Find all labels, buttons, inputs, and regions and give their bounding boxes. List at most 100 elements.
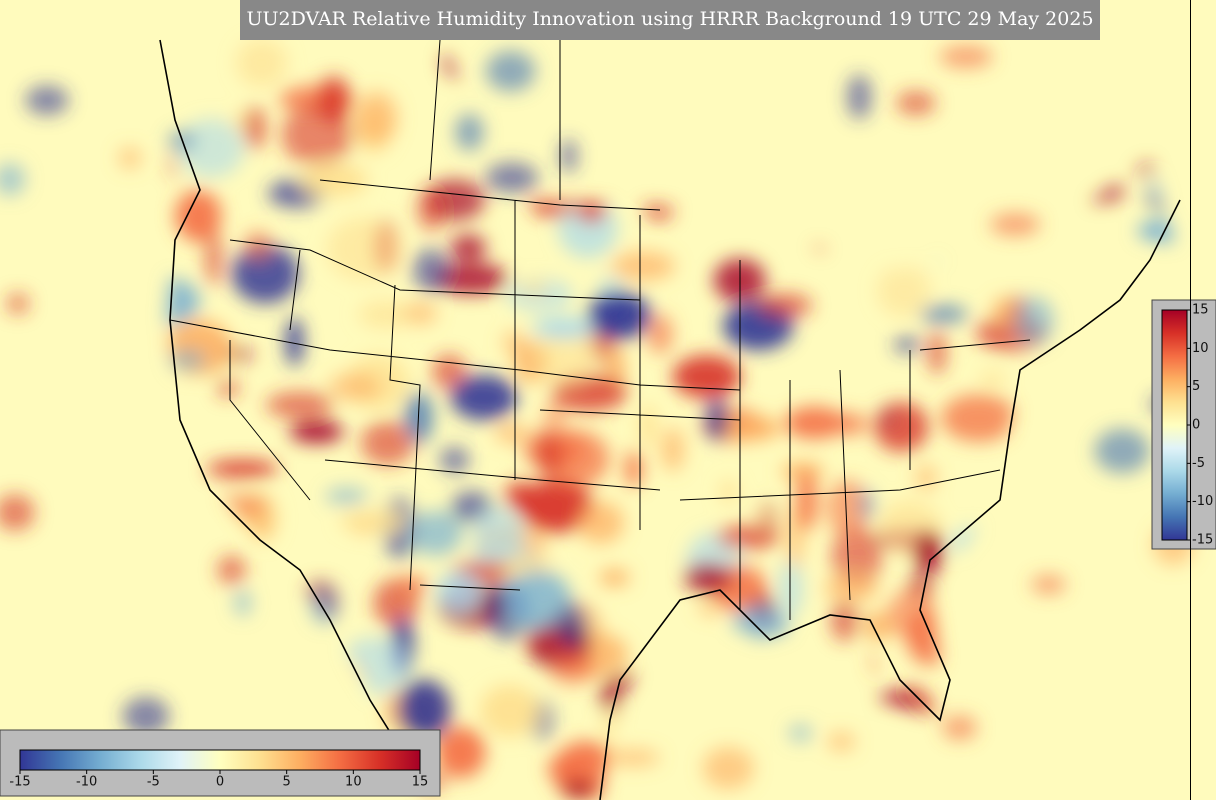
field-blob: [485, 162, 539, 194]
field-blob: [893, 336, 921, 354]
field-blob: [301, 164, 368, 197]
field-blob: [265, 391, 334, 419]
field-blob: [409, 511, 463, 556]
field-blob: [485, 50, 536, 92]
field-blob: [549, 651, 596, 685]
field-blob: [355, 91, 398, 145]
colorbar-tick-label: -10: [1192, 494, 1213, 509]
field-blob: [360, 420, 415, 466]
field-blob: [847, 74, 872, 120]
field-blob: [535, 432, 563, 476]
field-blob: [326, 217, 401, 281]
field-blob: [177, 118, 245, 178]
colorbar-tick-label: -5: [147, 775, 160, 790]
title: UU2DVAR Relative Humidity Innovation usi…: [246, 8, 1093, 30]
field-blob: [877, 265, 931, 317]
field-blob: [417, 187, 446, 231]
field-blob: [358, 300, 414, 329]
field-blob: [896, 91, 936, 116]
field-blob: [494, 423, 529, 444]
field-blob: [519, 279, 548, 298]
field-blob: [395, 576, 428, 595]
colorbar-tick-label: 10: [1192, 341, 1209, 356]
colorbar-tick-label: 5: [1192, 379, 1200, 394]
field-blob: [874, 402, 929, 452]
field-blob: [217, 379, 240, 398]
field-blob: [990, 213, 1041, 236]
field-blob: [788, 724, 812, 742]
field-blob: [436, 571, 482, 614]
field-blob: [281, 104, 355, 167]
colorbar: [1161, 309, 1188, 541]
field-blob: [480, 685, 539, 737]
colorbar-tick-label: 0: [1192, 418, 1200, 433]
field-blob: [830, 601, 859, 642]
field-blob: [340, 510, 406, 532]
field-blob: [826, 479, 868, 537]
field-blob: [450, 234, 487, 261]
field-blob: [625, 450, 642, 488]
field-blob: [913, 530, 943, 574]
field-blob: [717, 525, 780, 550]
map-frame: [1190, 0, 1191, 800]
field-blob: [942, 715, 977, 740]
field-blob: [562, 779, 595, 798]
field-blob: [605, 749, 661, 767]
field-blob: [231, 244, 299, 304]
field-blob: [647, 314, 673, 355]
colorbar-tick-label: 10: [345, 775, 362, 790]
field-blob: [832, 413, 868, 436]
field-blob: [756, 293, 813, 318]
field-blob: [439, 446, 470, 474]
field-blob: [455, 113, 484, 151]
field-blob: [328, 372, 382, 402]
field-blob: [25, 85, 69, 115]
field-blob: [412, 248, 451, 293]
field-blob: [684, 562, 732, 593]
field-blob: [660, 427, 685, 472]
field-blob: [919, 305, 968, 323]
field-blob: [169, 349, 206, 370]
colorbar-tick-label: -10: [76, 775, 97, 790]
field-blob: [217, 555, 246, 585]
title-box: [240, 0, 1100, 40]
field-blob: [472, 506, 525, 562]
colorbar: [19, 749, 421, 771]
field-blob: [672, 355, 741, 399]
field-blob: [503, 569, 572, 630]
field-blob: [720, 480, 738, 503]
field-blob: [777, 559, 804, 618]
field-blob: [831, 525, 883, 588]
field-blob: [0, 163, 26, 196]
field-blob: [289, 420, 344, 443]
field-blob: [397, 679, 451, 741]
field-blob: [915, 464, 937, 491]
coastline: [159, 39, 1181, 800]
field-blob: [560, 138, 578, 174]
field-blob: [702, 747, 754, 790]
colorbar-tick-label: 0: [216, 775, 224, 790]
field-blob: [204, 229, 223, 286]
field-blob: [234, 589, 252, 617]
field-blob: [433, 262, 509, 295]
field-blob: [992, 297, 1015, 325]
field-blob: [245, 106, 264, 150]
field-blob: [781, 462, 824, 480]
field-blob: [502, 330, 527, 355]
field-blob: [557, 603, 588, 648]
field-blob: [236, 40, 288, 88]
field-blob: [588, 291, 651, 340]
field-blob: [118, 147, 141, 169]
field-blob: [824, 573, 879, 603]
field-blob: [639, 404, 657, 447]
field-blob: [796, 470, 818, 531]
field-blob: [310, 587, 339, 625]
colorbar-tick-label: 5: [283, 775, 291, 790]
field-blob: [505, 481, 533, 511]
field-blob: [599, 569, 630, 586]
field-blob: [543, 406, 567, 426]
colorbar-tick-label: -5: [1192, 456, 1205, 471]
field-blob: [1014, 296, 1055, 345]
